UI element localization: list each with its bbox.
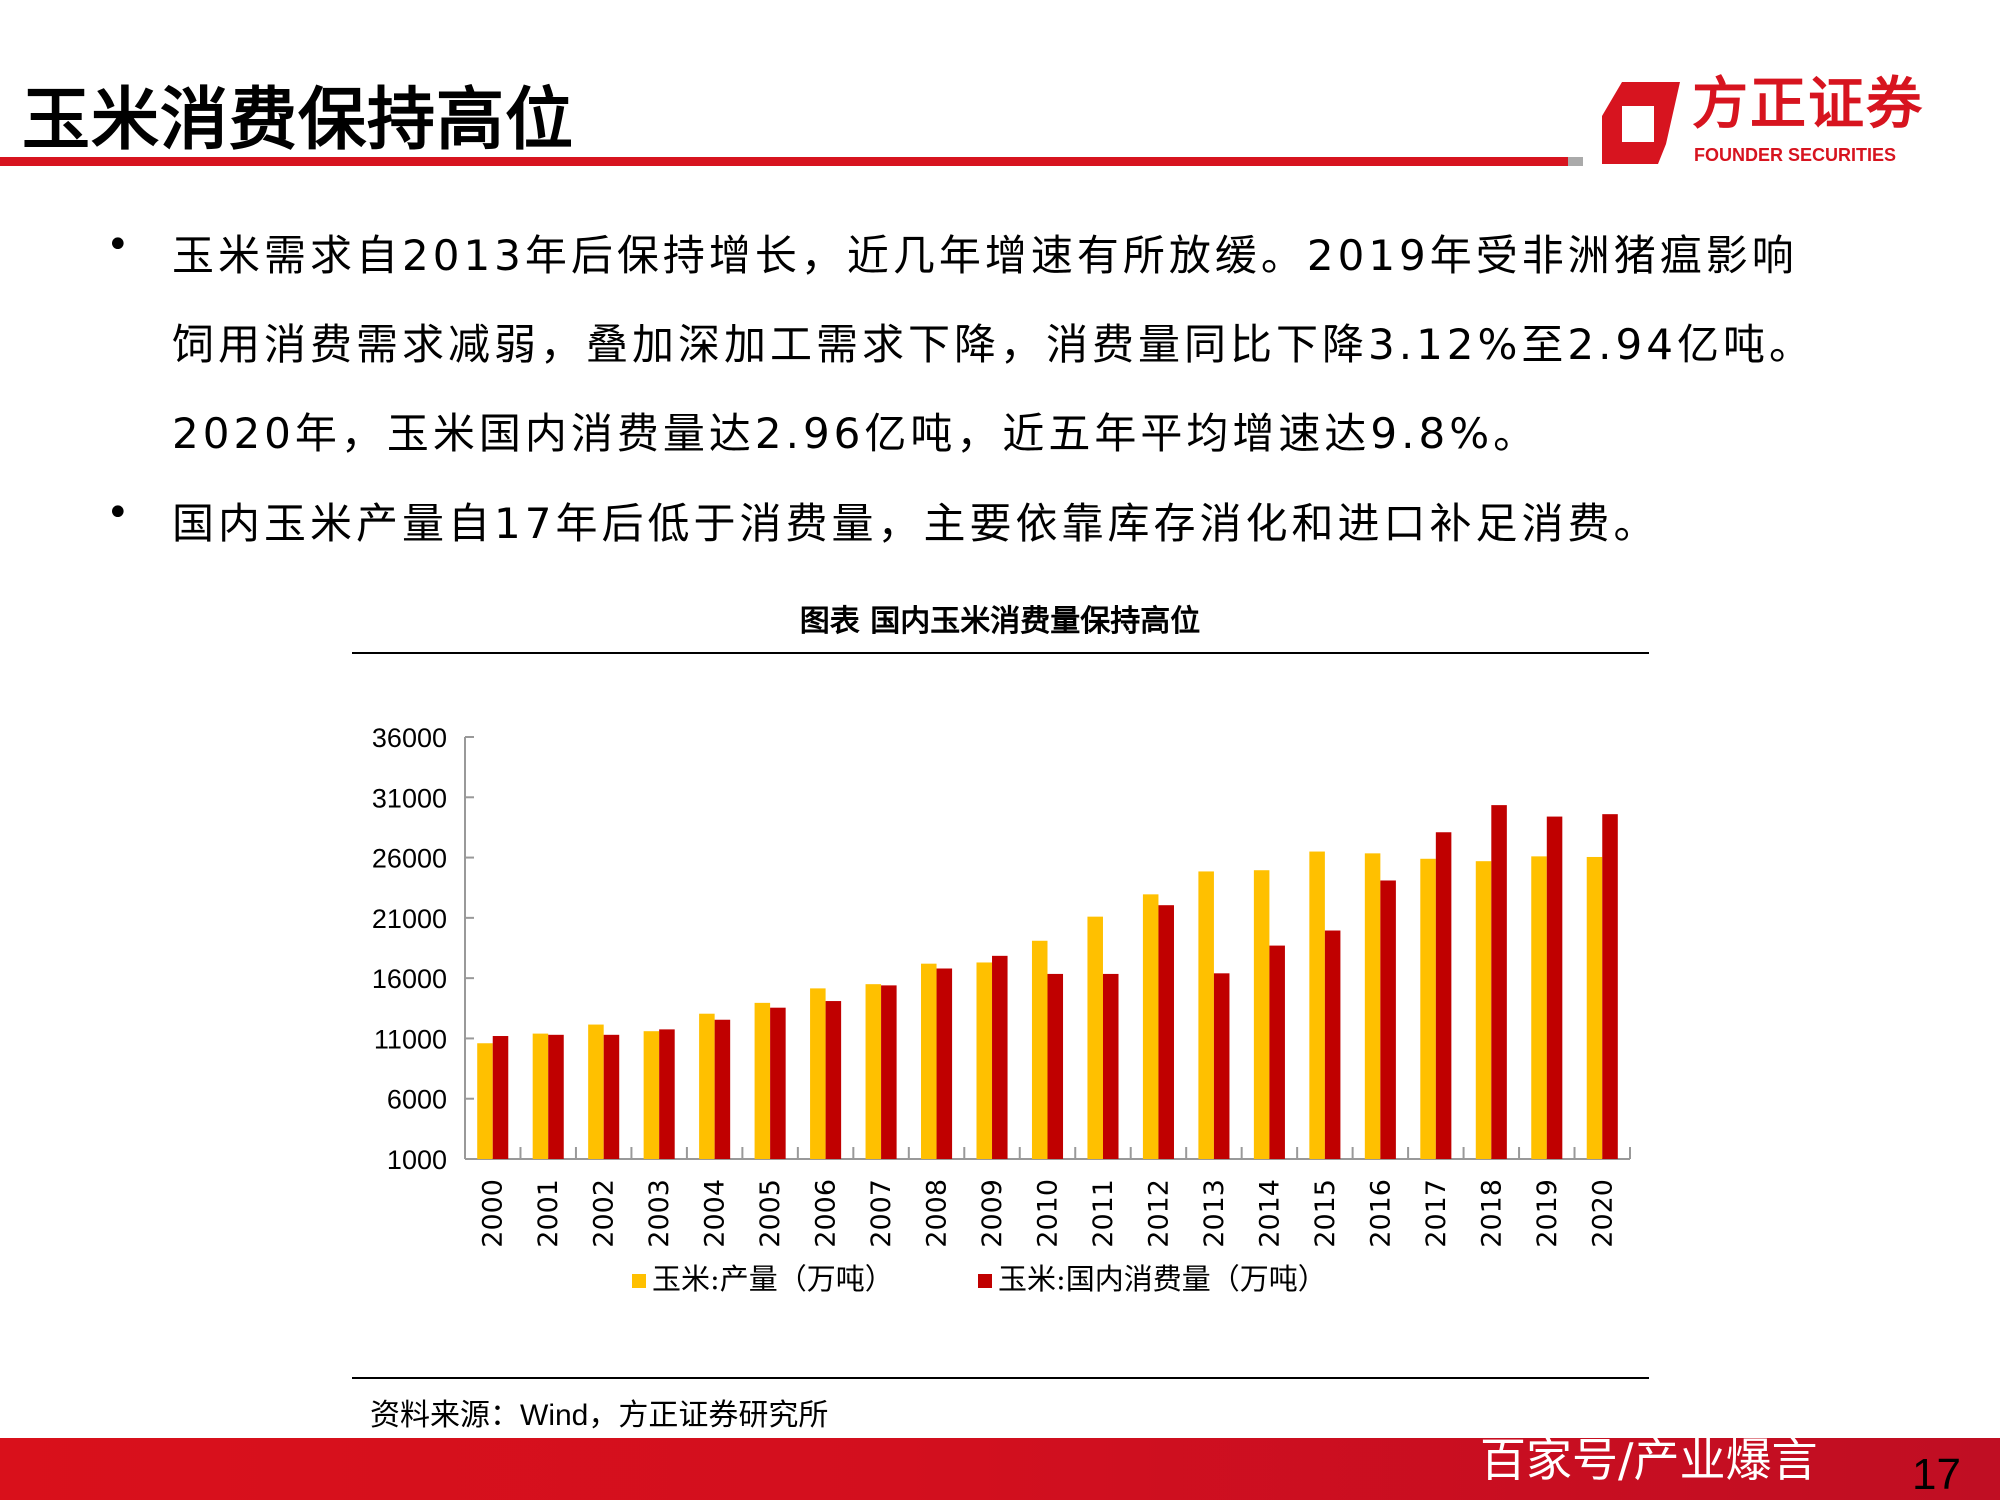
x-tick-label: 2004 bbox=[700, 1179, 731, 1248]
bar-production-2004 bbox=[699, 1013, 715, 1159]
chart-bottom-rule bbox=[352, 1377, 1649, 1379]
legend-label: 玉米:国内消费量（万吨） bbox=[998, 1262, 1327, 1296]
legend-label: 玉米:产量（万吨） bbox=[652, 1262, 894, 1296]
bullet-1-line-1: 玉米需求自2013年后保持增长，近几年增速有所放缓。2019年受非洲猪瘟影响 bbox=[172, 231, 1798, 280]
bar-production-2018 bbox=[1475, 861, 1492, 1159]
x-tick-label: 2000 bbox=[478, 1179, 509, 1248]
x-tick-label: 2008 bbox=[922, 1179, 953, 1248]
bar-production-2008 bbox=[921, 963, 937, 1159]
page-title: 玉米消费保持高位 bbox=[22, 81, 575, 160]
x-tick-label: 2012 bbox=[1143, 1179, 1174, 1248]
bullet-1-line-3: 2020年，玉米国内消费量达2.96亿吨，近五年平均增速达9.8%。 bbox=[172, 409, 1540, 458]
bar-consumption-2019 bbox=[1546, 816, 1563, 1159]
bar-consumption-2003 bbox=[659, 1029, 675, 1159]
bar-production-2006 bbox=[810, 988, 826, 1159]
bar-chart: 36000 31000 26000 21000 16000 11000 6000 1000 20… bbox=[372, 723, 1631, 1248]
bullet-2-line-1: 国内玉米产量自17年后低于消费量，主要依靠库存消化和进口补足消费。 bbox=[172, 499, 1660, 548]
x-tick-label: 2015 bbox=[1310, 1179, 1341, 1248]
bar-consumption-2009 bbox=[992, 955, 1008, 1159]
watermark: 百家号/产业爆言 bbox=[1480, 1433, 1818, 1487]
bar-production-2001 bbox=[532, 1033, 549, 1159]
bar-production-2002 bbox=[588, 1024, 604, 1159]
x-tick-label: 2018 bbox=[1476, 1179, 1507, 1248]
bar-consumption-2004 bbox=[714, 1019, 731, 1159]
bar-production-2014 bbox=[1253, 870, 1270, 1159]
founder-securities-logo: 方正证券 FOUNDER SECURITIES bbox=[1600, 72, 1930, 176]
x-tick-label: 2002 bbox=[589, 1179, 620, 1248]
bar-consumption-2016 bbox=[1380, 880, 1396, 1159]
x-tick-label: 2007 bbox=[866, 1179, 897, 1248]
x-tick-label: 2013 bbox=[1199, 1179, 1230, 1248]
x-tick-label: 2003 bbox=[644, 1179, 675, 1248]
y-tick-label: 36000 bbox=[372, 723, 447, 753]
bar-production-2003 bbox=[643, 1031, 660, 1159]
bar-production-2013 bbox=[1198, 871, 1214, 1159]
bar-consumption-2012 bbox=[1158, 905, 1174, 1159]
title-divider-end bbox=[1568, 157, 1583, 166]
bar-consumption-2014 bbox=[1269, 945, 1285, 1159]
y-tick-label: 16000 bbox=[372, 964, 447, 994]
bar-production-2017 bbox=[1420, 858, 1436, 1159]
logo-mark-icon bbox=[1602, 82, 1680, 164]
legend-swatch-consumption bbox=[978, 1274, 992, 1288]
x-tick-label: 2009 bbox=[977, 1179, 1008, 1248]
bar-consumption-2002 bbox=[603, 1034, 620, 1159]
bar-production-2016 bbox=[1364, 853, 1381, 1159]
bar-production-2011 bbox=[1087, 916, 1103, 1159]
bar-production-2019 bbox=[1531, 856, 1547, 1159]
bar-consumption-2005 bbox=[770, 1007, 786, 1159]
bullet-icon: • bbox=[106, 222, 130, 268]
bar-consumption-2008 bbox=[936, 968, 953, 1159]
bar-consumption-2001 bbox=[548, 1034, 564, 1159]
x-tick-label: 2005 bbox=[755, 1179, 786, 1248]
x-tick-label: 2001 bbox=[533, 1179, 564, 1248]
bar-production-2007 bbox=[865, 984, 882, 1159]
x-tick-label: 2016 bbox=[1365, 1179, 1396, 1248]
chart-top-rule bbox=[352, 652, 1649, 654]
bar-consumption-2018 bbox=[1491, 805, 1507, 1159]
y-tick-label: 31000 bbox=[372, 783, 447, 813]
legend-item-production: 玉米:产量（万吨） bbox=[632, 1256, 894, 1298]
bar-consumption-2020 bbox=[1602, 814, 1618, 1159]
bar-production-2012 bbox=[1142, 894, 1159, 1159]
y-tick-label: 26000 bbox=[372, 844, 447, 874]
x-tick-label: 2011 bbox=[1088, 1179, 1119, 1248]
x-tick-label: 2017 bbox=[1421, 1179, 1452, 1248]
bar-consumption-2015 bbox=[1324, 930, 1341, 1159]
bar-production-2015 bbox=[1309, 851, 1325, 1159]
bar-consumption-2006 bbox=[825, 1001, 842, 1159]
bar-production-2020 bbox=[1586, 856, 1603, 1159]
bar-consumption-2010 bbox=[1047, 973, 1064, 1159]
chart-title: 图表 国内玉米消费量保持高位 bbox=[799, 604, 1201, 639]
bar-consumption-2013 bbox=[1213, 973, 1230, 1159]
bar-consumption-2000 bbox=[492, 1036, 509, 1159]
bar-production-2000 bbox=[477, 1043, 493, 1159]
source-note: 资料来源：Wind，方正证券研究所 bbox=[370, 1399, 829, 1432]
x-tick-label: 2019 bbox=[1532, 1179, 1563, 1248]
y-tick-label: 1000 bbox=[387, 1145, 447, 1175]
y-tick-label: 21000 bbox=[372, 904, 447, 934]
bar-production-2010 bbox=[1031, 940, 1048, 1159]
legend-item-consumption: 玉米:国内消费量（万吨） bbox=[978, 1256, 1327, 1298]
bar-production-2005 bbox=[754, 1002, 771, 1159]
x-tick-label: 2010 bbox=[1033, 1179, 1064, 1248]
bar-consumption-2011 bbox=[1102, 973, 1119, 1159]
logo-text-en: FOUNDER SECURITIES bbox=[1694, 145, 1897, 165]
footer-bar bbox=[0, 1438, 2000, 1500]
logo-text-cn: 方正证券 bbox=[1692, 72, 1924, 137]
bullet-1-line-2: 饲用消费需求减弱，叠加深加工需求下降，消费量同比下降3.12%至2.94亿吨。 bbox=[172, 320, 1815, 369]
x-tick-label: 2006 bbox=[811, 1179, 842, 1248]
y-tick-label: 11000 bbox=[374, 1024, 447, 1054]
legend-swatch-production bbox=[632, 1274, 646, 1288]
x-tick-label: 2014 bbox=[1254, 1179, 1285, 1248]
bar-consumption-2017 bbox=[1435, 832, 1452, 1159]
x-tick-label: 2020 bbox=[1587, 1179, 1618, 1248]
y-tick-label: 6000 bbox=[387, 1085, 447, 1115]
page-number: 17 bbox=[1912, 1450, 1961, 1499]
bar-consumption-2007 bbox=[881, 985, 897, 1159]
title-divider bbox=[0, 157, 1568, 166]
bullet-icon: • bbox=[106, 490, 130, 536]
bar-production-2009 bbox=[976, 962, 993, 1159]
